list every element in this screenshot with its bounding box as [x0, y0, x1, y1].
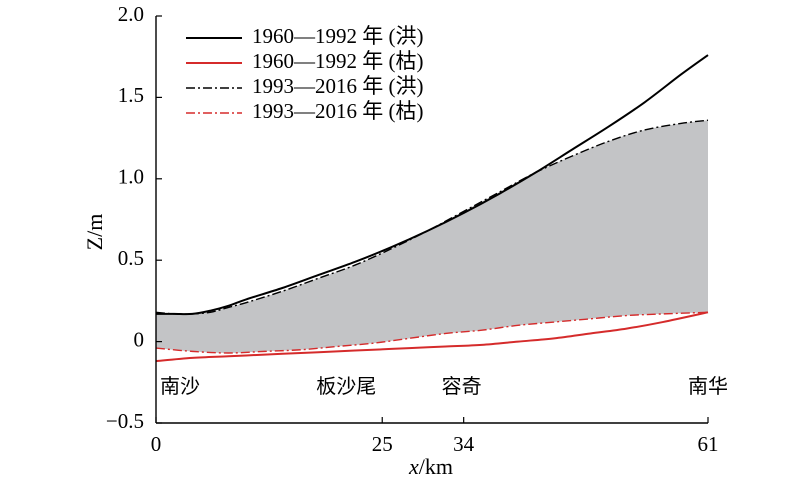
- legend: 1960—1992 年 (洪)1960—1992 年 (枯)1993—2016 …: [186, 24, 424, 123]
- series-layer: [155, 54, 709, 363]
- y-axis-title: Z/m: [82, 214, 107, 251]
- place-label-板沙尾: 板沙尾: [316, 374, 376, 398]
- y-tick-label: 0.5: [118, 246, 144, 270]
- legend-label-1: 1960—1992 年 (洪): [252, 24, 424, 48]
- x-axis-title: x/km: [408, 454, 453, 479]
- x-tick-label: 34: [453, 432, 475, 456]
- legend-label-2: 1960—1992 年 (枯): [252, 49, 424, 73]
- place-label-南华: 南华: [688, 374, 728, 398]
- place-labels-layer: 南沙 板沙尾 容奇 南华: [160, 374, 728, 398]
- x-tick-label: 25: [372, 432, 393, 456]
- series-line-1: [156, 54, 709, 316]
- y-tick-label: 2.0: [118, 2, 144, 26]
- place-label-容奇: 容奇: [442, 374, 482, 398]
- tick-labels-layer: −0.5 0 0.5 1.0 1.5 2.0 0 25 34 61: [106, 2, 719, 456]
- y-tick-label: 1.5: [118, 83, 144, 107]
- y-tick-label: 1.0: [118, 165, 144, 189]
- x-axis-var: x: [408, 454, 419, 479]
- series-line-3: [155, 119, 709, 315]
- y-tick-label: −0.5: [106, 409, 144, 433]
- shaded-band: [156, 120, 708, 353]
- place-label-南沙: 南沙: [160, 374, 200, 398]
- legend-label-4: 1993—2016 年 (枯): [252, 99, 424, 123]
- x-tick-label: 61: [698, 432, 719, 456]
- series-line-4: [155, 311, 709, 354]
- x-tick-label: 0: [151, 432, 162, 456]
- shaded-band-layer: [156, 120, 708, 353]
- legend-label-3: 1993—2016 年 (洪): [252, 74, 424, 98]
- x-axis-unit: /km: [419, 454, 453, 479]
- axes-layer: [155, 15, 709, 424]
- series-line-2: [155, 311, 709, 363]
- y-tick-label: 0: [134, 327, 145, 351]
